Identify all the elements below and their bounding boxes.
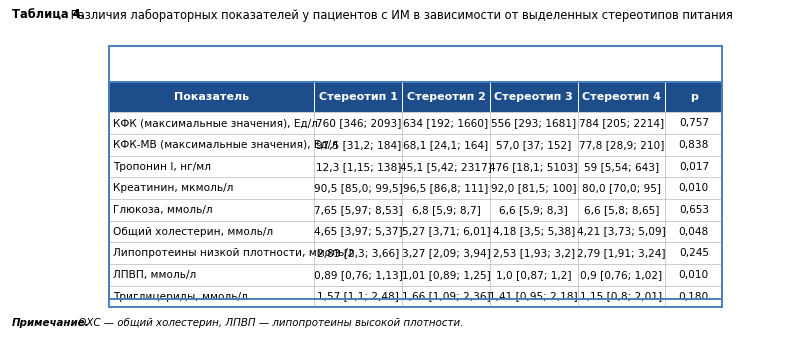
Text: Триглицериды, ммоль/л: Триглицериды, ммоль/л xyxy=(113,292,247,301)
Text: 0,017: 0,017 xyxy=(679,162,709,172)
Text: Тропонин I, нг/мл: Тропонин I, нг/мл xyxy=(113,162,211,172)
Text: 59 [5,54; 643]: 59 [5,54; 643] xyxy=(584,162,659,172)
Text: 68,1 [24,1; 164]: 68,1 [24,1; 164] xyxy=(403,140,488,150)
Bar xyxy=(109,264,723,286)
Text: 6,8 [5,9; 8,7]: 6,8 [5,9; 8,7] xyxy=(412,205,480,215)
Text: p: p xyxy=(690,92,697,102)
Text: КФК (максимальные значения), Ед/л: КФК (максимальные значения), Ед/л xyxy=(113,118,318,128)
Text: 556 [293; 1681]: 556 [293; 1681] xyxy=(491,118,577,128)
Text: 2,83 [2,3; 3,66]: 2,83 [2,3; 3,66] xyxy=(317,248,399,258)
Text: 2,53 [1,93; 3,2]: 2,53 [1,93; 3,2] xyxy=(492,248,575,258)
Text: Стереотип 1: Стереотип 1 xyxy=(319,92,397,102)
Bar xyxy=(109,177,723,199)
Text: Таблица 4.: Таблица 4. xyxy=(12,9,85,22)
Text: 0,245: 0,245 xyxy=(679,248,709,258)
Text: 2,79 [1,91; 3,24]: 2,79 [1,91; 3,24] xyxy=(577,248,666,258)
Text: 0,010: 0,010 xyxy=(679,183,709,193)
Text: 476 [18,1; 5103]: 476 [18,1; 5103] xyxy=(489,162,578,172)
Text: 92,0 [81,5; 100]: 92,0 [81,5; 100] xyxy=(491,183,577,193)
Text: 77,8 [28,9; 210]: 77,8 [28,9; 210] xyxy=(579,140,664,150)
Text: 57,0 [37; 152]: 57,0 [37; 152] xyxy=(496,140,572,150)
Text: Креатинин, мкмоль/л: Креатинин, мкмоль/л xyxy=(113,183,233,193)
Text: 6,6 [5,8; 8,65]: 6,6 [5,8; 8,65] xyxy=(584,205,659,215)
Text: 1,01 [0,89; 1,25]: 1,01 [0,89; 1,25] xyxy=(401,270,491,280)
Text: 0,757: 0,757 xyxy=(679,118,709,128)
Text: Общий холестерин, ммоль/л: Общий холестерин, ммоль/л xyxy=(113,227,272,237)
Text: 5,27 [3,71; 6,01]: 5,27 [3,71; 6,01] xyxy=(401,227,491,237)
Text: 1,41 [0,95; 2,18]: 1,41 [0,95; 2,18] xyxy=(489,292,578,301)
Text: 0,838: 0,838 xyxy=(679,140,709,150)
Text: 0,9 [0,76; 1,02]: 0,9 [0,76; 1,02] xyxy=(581,270,663,280)
Text: 0,010: 0,010 xyxy=(679,270,709,280)
Text: 784 [205; 2214]: 784 [205; 2214] xyxy=(579,118,664,128)
Text: 760 [346; 2093]: 760 [346; 2093] xyxy=(315,118,401,128)
Bar xyxy=(109,134,723,156)
Text: 4,18 [3,5; 5,38]: 4,18 [3,5; 5,38] xyxy=(492,227,575,237)
Text: Различия лабораторных показателей у пациентов с ИМ в зависимости от выделенных с: Различия лабораторных показателей у паци… xyxy=(67,9,733,22)
Bar xyxy=(109,221,723,243)
Text: Липопротеины низкой плотности, ммоль/л: Липопротеины низкой плотности, ммоль/л xyxy=(113,248,354,258)
Text: Стереотип 4: Стереотип 4 xyxy=(582,92,661,102)
Text: 1,15 [0,8; 2,01]: 1,15 [0,8; 2,01] xyxy=(581,292,663,301)
Text: 634 [192; 1660]: 634 [192; 1660] xyxy=(403,118,488,128)
Text: Примечание.: Примечание. xyxy=(12,318,90,328)
Text: 90,5 [85,0; 99,5]: 90,5 [85,0; 99,5] xyxy=(314,183,402,193)
Text: Стереотип 2: Стереотип 2 xyxy=(406,92,486,102)
Text: КФК-МВ (максимальные значения), Ед/л: КФК-МВ (максимальные значения), Ед/л xyxy=(113,140,337,150)
Text: 12,3 [1,15; 138]: 12,3 [1,15; 138] xyxy=(315,162,401,172)
Text: 6,6 [5,9; 8,3]: 6,6 [5,9; 8,3] xyxy=(500,205,568,215)
Text: 0,048: 0,048 xyxy=(679,227,709,237)
Bar xyxy=(109,113,723,134)
Text: 7,65 [5,97; 8,53]: 7,65 [5,97; 8,53] xyxy=(314,205,402,215)
Text: 1,66 [1,09; 2,36]: 1,66 [1,09; 2,36] xyxy=(401,292,491,301)
Text: 45,1 [5,42; 2317]: 45,1 [5,42; 2317] xyxy=(400,162,492,172)
Text: 96,5 [86,8; 111]: 96,5 [86,8; 111] xyxy=(403,183,489,193)
Bar xyxy=(109,156,723,177)
Text: Показатель: Показатель xyxy=(174,92,249,102)
Text: 0,89 [0,76; 1,13]: 0,89 [0,76; 1,13] xyxy=(314,270,403,280)
Text: Глюкоза, ммоль/л: Глюкоза, ммоль/л xyxy=(113,205,212,215)
Text: ОХС — общий холестерин, ЛПВП — липопротеины высокой плотности.: ОХС — общий холестерин, ЛПВП — липопроте… xyxy=(75,318,464,328)
Text: 1,0 [0,87; 1,2]: 1,0 [0,87; 1,2] xyxy=(496,270,572,280)
Text: ЛПВП, ммоль/л: ЛПВП, ммоль/л xyxy=(113,270,196,280)
Bar xyxy=(109,199,723,221)
Text: 4,21 [3,73; 5,09]: 4,21 [3,73; 5,09] xyxy=(577,227,666,237)
Text: 80,0 [70,0; 95]: 80,0 [70,0; 95] xyxy=(582,183,661,193)
Text: 0,653: 0,653 xyxy=(679,205,709,215)
Text: 97,5 [31,2; 184]: 97,5 [31,2; 184] xyxy=(315,140,401,150)
Text: 3,27 [2,09; 3,94]: 3,27 [2,09; 3,94] xyxy=(401,248,491,258)
Text: 1,57 [1,1; 2,48]: 1,57 [1,1; 2,48] xyxy=(317,292,399,301)
Bar xyxy=(109,243,723,264)
Text: 0,180: 0,180 xyxy=(679,292,709,301)
Text: Стереотип 3: Стереотип 3 xyxy=(495,92,573,102)
Text: 4,65 [3,97; 5,37]: 4,65 [3,97; 5,37] xyxy=(314,227,402,237)
Bar xyxy=(109,286,723,307)
